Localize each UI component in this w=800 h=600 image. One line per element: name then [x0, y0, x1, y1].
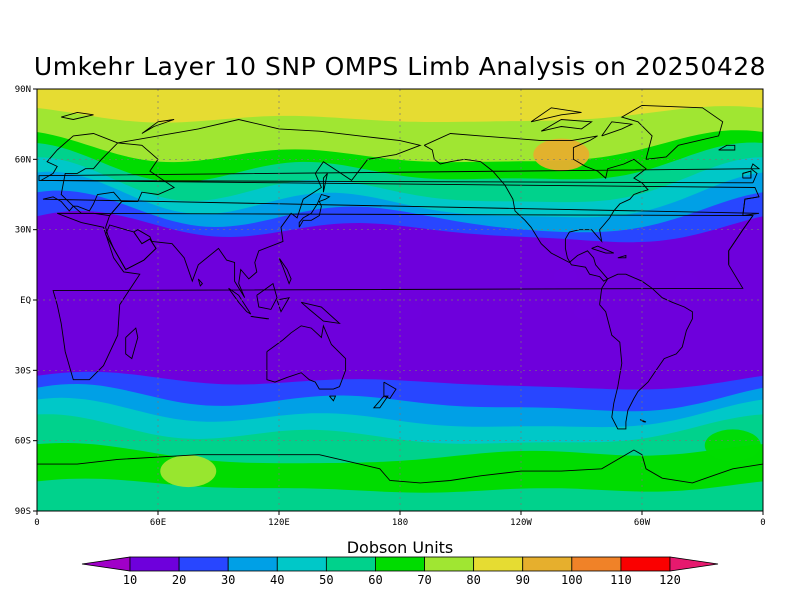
coastline-2 — [105, 119, 422, 298]
colorbar-label: 40 — [270, 573, 284, 587]
coastline-wrap-2 — [742, 170, 752, 179]
latitude-axis: 90N 60N 30N EQ 30S 60S 90S — [15, 85, 37, 517]
x-tick-label: 120E — [268, 518, 290, 528]
coastline-13 — [329, 395, 337, 402]
colorbar-label: 80 — [466, 573, 480, 587]
coastline-wrap-1 — [742, 196, 760, 216]
x-tick-label: 0 — [34, 518, 39, 528]
coastline-17 — [620, 104, 724, 160]
colorbar-box — [522, 556, 573, 572]
y-tick-label: 90N — [15, 85, 31, 95]
colorbar-box — [424, 556, 475, 572]
colorbar-label: 10 — [123, 573, 137, 587]
coastline-7 — [250, 315, 269, 320]
field-feature-5 — [533, 138, 590, 171]
coastline-19 — [601, 121, 634, 137]
colorbar-box — [473, 556, 524, 572]
x-tick-label: 0 — [760, 518, 765, 528]
longitude-axis: 0 60E 120E 180 120W 60W 0 — [34, 511, 766, 528]
coastline-15 — [372, 395, 389, 409]
colorbar: Dobson Units 10 20 30 40 50 60 70 80 90 100 110 120 — [81, 538, 719, 587]
colorbar-label: 50 — [319, 573, 333, 587]
coastline-12 — [266, 324, 347, 390]
coastline-1 — [39, 133, 760, 217]
colorbar-box — [276, 556, 327, 572]
coastlines — [37, 104, 763, 484]
colorbar-box — [571, 556, 622, 572]
colorbar-label: 100 — [561, 573, 583, 587]
colorbar-label: 90 — [516, 573, 530, 587]
coastline-20 — [530, 107, 582, 123]
y-tick-label: 30N — [15, 226, 31, 236]
coastline-11 — [278, 257, 292, 285]
coastline-27 — [125, 327, 139, 360]
coastline-31 — [322, 173, 328, 193]
x-tick-label: 180 — [392, 518, 408, 528]
coastline-14 — [383, 381, 397, 400]
coastline-28 — [37, 449, 763, 484]
field-feature-6 — [704, 429, 761, 462]
coastline-3 — [105, 224, 157, 271]
coastline-5 — [298, 193, 331, 228]
colorbar-box — [227, 556, 278, 572]
y-tick-label: 90S — [15, 507, 31, 517]
colorbar-label: 30 — [221, 573, 235, 587]
coastline-6 — [228, 287, 252, 315]
colorbar-title: Dobson Units — [347, 538, 454, 557]
coastline-16 — [423, 133, 649, 282]
coastline-10 — [300, 301, 341, 325]
y-tick-label: 60N — [15, 155, 31, 165]
colorbar-box — [620, 556, 671, 572]
field-feature-7 — [160, 455, 217, 488]
field-feature-1 — [398, 303, 423, 320]
coastline-30 — [141, 119, 175, 134]
colorbar-label: 110 — [610, 573, 632, 587]
field-feature-3 — [573, 303, 598, 320]
x-tick-label: 120W — [510, 518, 532, 528]
map-title: Umkehr Layer 10 SNP OMPS Limb Analysis o… — [33, 52, 767, 81]
coastline-23 — [599, 273, 693, 430]
colorbar-label: 60 — [368, 573, 382, 587]
colorbar-arrow-high — [669, 556, 719, 572]
coastline-8 — [256, 282, 278, 310]
colorbar-box — [129, 556, 180, 572]
colorbar-label: 20 — [172, 573, 186, 587]
coastline-22 — [617, 254, 627, 259]
field-feature-4 — [674, 273, 699, 290]
field-band-north-6 — [37, 89, 763, 123]
coastline-24 — [718, 144, 736, 151]
coastline-4 — [197, 278, 204, 287]
coastline-wrap-0 — [728, 215, 754, 265]
y-tick-label: EQ — [20, 296, 31, 306]
graticule — [37, 89, 763, 511]
colorbar-box — [325, 556, 376, 572]
x-tick-label: 60W — [634, 518, 651, 528]
colorbar-box — [375, 556, 425, 572]
x-tick-label: 60E — [150, 518, 166, 528]
field-feature-2 — [553, 268, 578, 285]
colorbar-label: 120 — [659, 573, 681, 587]
colorbar-arrow-low — [81, 556, 131, 572]
field-feature-0 — [125, 235, 150, 252]
coastline-29 — [61, 111, 94, 120]
coastline-25 — [38, 163, 761, 184]
colorbar-label: 70 — [417, 573, 431, 587]
y-tick-label: 60S — [15, 437, 31, 447]
y-tick-label: 30S — [15, 366, 31, 376]
colorbar-box — [178, 556, 229, 572]
coastline-0 — [52, 212, 754, 381]
coastline-21 — [591, 245, 614, 254]
coastline-18 — [540, 119, 593, 132]
